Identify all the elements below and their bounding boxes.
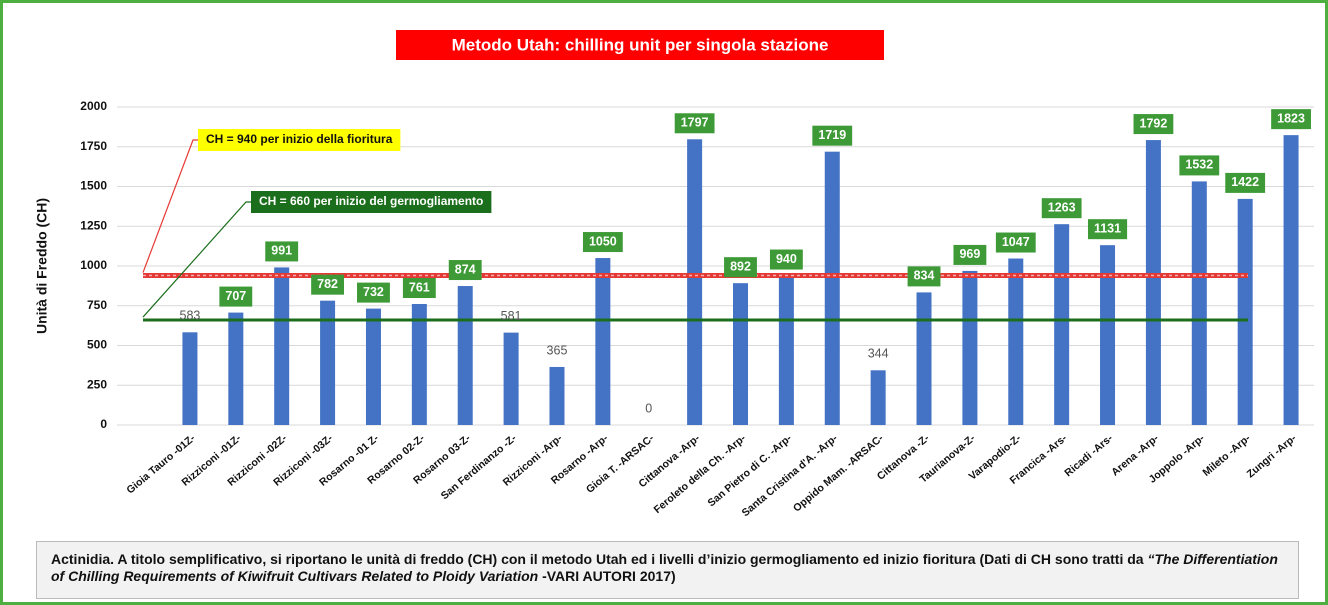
- data-label: 1422: [1231, 175, 1259, 189]
- data-label-bg: [311, 274, 345, 295]
- title-bg: [396, 30, 884, 60]
- bar: [182, 332, 198, 425]
- bar: [1145, 140, 1161, 425]
- data-label: 940: [776, 252, 797, 266]
- data-label: 1719: [818, 128, 846, 142]
- data-label: 874: [455, 262, 476, 276]
- bar: [1008, 258, 1024, 425]
- bar: [1191, 181, 1207, 425]
- data-label-bg: [674, 113, 715, 134]
- data-label: 761: [409, 280, 430, 294]
- y-tick-label: 1500: [80, 179, 107, 193]
- data-label-bg: [812, 125, 853, 146]
- leader-line: [142, 139, 198, 273]
- data-label-bg: [448, 260, 482, 281]
- data-label-bg: [1179, 155, 1220, 176]
- bar: [962, 270, 978, 425]
- reference-label: CH = 940 per inizio della fioritura: [206, 132, 393, 146]
- data-label-bg: [1041, 198, 1082, 219]
- bar: [274, 267, 290, 425]
- bar: [365, 308, 381, 425]
- data-label: 707: [225, 289, 246, 303]
- bar: [549, 366, 565, 425]
- data-label: 344: [868, 347, 889, 361]
- reference-label-bg: [251, 191, 492, 213]
- bar: [1283, 135, 1299, 425]
- bar: [411, 304, 427, 425]
- data-label: 732: [363, 285, 384, 299]
- data-label-bg: [953, 244, 987, 265]
- reference-label-bg: [198, 129, 401, 151]
- data-label: 1797: [681, 116, 709, 130]
- data-label-bg: [907, 266, 941, 287]
- x-tick-label: Oppido Mam. -ARSAC-: [791, 432, 886, 515]
- reference-label: CH = 660 per inizio del germogliamento: [259, 194, 483, 208]
- x-tick-label: Zungri -Arp-: [1245, 432, 1300, 481]
- x-tick-label: San Pietro di C. -Arp-: [705, 432, 794, 509]
- bar: [320, 300, 336, 425]
- x-tick-label: San Ferdinanzo -Z-: [439, 432, 519, 502]
- y-tick-label: 1750: [80, 139, 107, 153]
- data-label-bg: [265, 241, 299, 262]
- bar: [228, 312, 244, 425]
- data-label: 1532: [1185, 158, 1213, 172]
- data-label-bg: [357, 282, 390, 303]
- data-label: 1263: [1048, 200, 1076, 214]
- data-label: 365: [547, 343, 568, 357]
- data-label-bg: [1087, 219, 1128, 240]
- data-label: 1823: [1277, 111, 1305, 125]
- caption-end: -VARI AUTORI 2017): [538, 568, 676, 584]
- x-tick-label: Feroleto della Ch. -Arp-: [652, 432, 749, 516]
- data-label: 782: [317, 277, 338, 291]
- caption-text: Actinidia. A titolo semplificativo, si r…: [51, 551, 1148, 567]
- bar: [1237, 198, 1253, 425]
- bar: [503, 332, 519, 425]
- y-tick-label: 250: [87, 377, 107, 391]
- data-label-bg: [582, 232, 623, 253]
- chart-title: Metodo Utah: chilling unit per singola s…: [452, 35, 829, 54]
- bar: [916, 292, 932, 425]
- data-label: 0: [645, 401, 652, 415]
- data-label: 1792: [1140, 116, 1168, 130]
- data-label: 969: [959, 247, 980, 261]
- bar: [457, 286, 473, 425]
- bar: [595, 258, 611, 425]
- y-tick-label: 750: [87, 298, 107, 312]
- data-label-bg: [402, 278, 436, 299]
- data-label: 991: [271, 244, 292, 258]
- bar: [870, 370, 886, 425]
- caption-italic: “The Differentiation of Chilling Require…: [51, 551, 1278, 584]
- y-axis-label: Unità di Freddo (CH): [34, 198, 50, 334]
- bar: [824, 151, 840, 425]
- data-label: 1131: [1094, 221, 1121, 235]
- data-label-bg: [769, 249, 803, 270]
- data-label-bg: [724, 257, 757, 278]
- bar: [1100, 245, 1116, 425]
- data-label: 581: [501, 309, 522, 323]
- data-label: 583: [180, 309, 201, 323]
- y-tick-label: 1250: [80, 218, 107, 232]
- data-label-bg: [219, 286, 253, 307]
- caption: Actinidia. A titolo semplificativo, si r…: [36, 541, 1299, 599]
- y-tick-label: 500: [87, 338, 107, 352]
- data-label-bg: [1225, 172, 1266, 193]
- x-tick-label: Ricadi -Ars-: [1062, 432, 1115, 479]
- bar: [1054, 224, 1070, 425]
- data-label: 892: [730, 259, 751, 273]
- y-tick-label: 2000: [80, 99, 107, 113]
- data-label-bg: [1271, 109, 1311, 130]
- y-tick-label: 0: [100, 417, 107, 431]
- leader-line: [142, 201, 251, 318]
- bar: [687, 139, 703, 426]
- data-label-bg: [1133, 114, 1174, 135]
- data-label: 1050: [589, 234, 617, 248]
- data-label: 1047: [1002, 235, 1030, 249]
- chart: Metodo Utah: chilling unit per singola s…: [34, 30, 1314, 519]
- y-tick-label: 1000: [80, 258, 107, 272]
- data-label: 834: [914, 269, 935, 283]
- data-label-bg: [995, 232, 1036, 253]
- bar: [733, 283, 748, 425]
- bar: [778, 275, 794, 425]
